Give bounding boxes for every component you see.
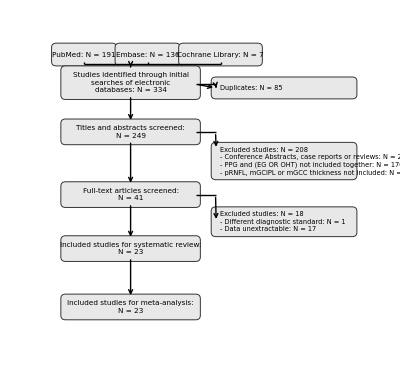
FancyBboxPatch shape [179, 43, 262, 66]
Text: Full-text articles screened:
N = 41: Full-text articles screened: N = 41 [82, 188, 179, 201]
FancyBboxPatch shape [61, 236, 200, 262]
FancyBboxPatch shape [61, 182, 200, 207]
Text: Included studies for meta-analysis:
N = 23: Included studies for meta-analysis: N = … [67, 300, 194, 314]
FancyBboxPatch shape [211, 143, 357, 180]
Text: Cochrane Library: N = 7: Cochrane Library: N = 7 [177, 52, 264, 58]
Text: Titles and abstracts screened:
N = 249: Titles and abstracts screened: N = 249 [76, 125, 185, 139]
Text: PubMed: N = 191: PubMed: N = 191 [52, 52, 116, 58]
FancyBboxPatch shape [211, 77, 357, 99]
FancyBboxPatch shape [115, 43, 180, 66]
FancyBboxPatch shape [61, 119, 200, 145]
FancyBboxPatch shape [52, 43, 117, 66]
FancyBboxPatch shape [61, 66, 200, 99]
FancyBboxPatch shape [61, 294, 200, 320]
Text: Excluded studies: N = 18
- Different diagnostic standard: N = 1
- Data unextract: Excluded studies: N = 18 - Different dia… [220, 211, 346, 232]
Text: Duplicates: N = 85: Duplicates: N = 85 [220, 85, 283, 91]
Text: Included studies for systematic review:
N = 23: Included studies for systematic review: … [60, 242, 201, 255]
Text: Studies identified through initial
searches of electronic
databases: N = 334: Studies identified through initial searc… [73, 72, 189, 93]
Text: Excluded studies: N = 208
- Conference Abstracts, case reports or reviews: N = 2: Excluded studies: N = 208 - Conference A… [220, 147, 400, 175]
FancyBboxPatch shape [211, 207, 357, 236]
Text: Embase: N = 136: Embase: N = 136 [116, 52, 180, 58]
